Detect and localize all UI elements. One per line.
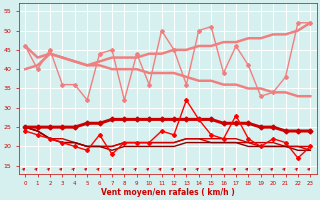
X-axis label: Vent moyen/en rafales ( km/h ): Vent moyen/en rafales ( km/h ) bbox=[101, 188, 235, 197]
